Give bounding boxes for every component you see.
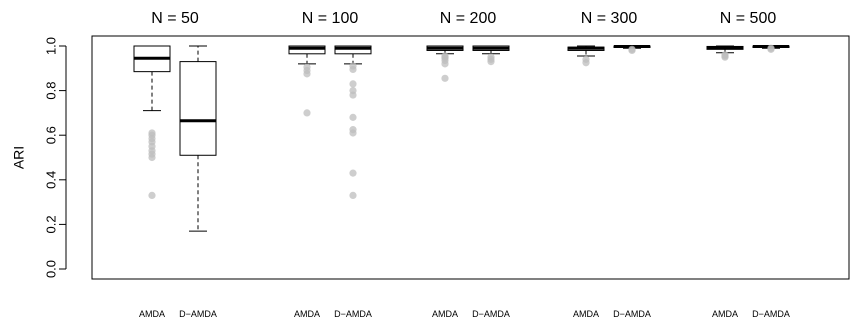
- outlier-point: [349, 91, 357, 99]
- category-label: AMDA: [294, 309, 320, 319]
- category-label: AMDA: [432, 309, 458, 319]
- y-axis-label: ARI: [11, 146, 27, 169]
- panel: N = 50 AMDA D−AMDA: [133, 10, 217, 319]
- category-label: AMDA: [712, 309, 738, 319]
- category-label: D−AMDA: [179, 309, 217, 319]
- outlier-point: [628, 46, 636, 55]
- iqr-box: [334, 45, 372, 55]
- box-group: D−AMDA: [472, 45, 510, 319]
- outlier-point: [441, 74, 449, 82]
- category-label: D−AMDA: [472, 309, 510, 319]
- box-group: AMDA: [706, 45, 744, 319]
- outlier-point: [349, 113, 357, 121]
- category-label: D−AMDA: [334, 309, 372, 319]
- outlier-point: [349, 191, 357, 200]
- plot-frame: [91, 35, 850, 280]
- panel: N = 100 AMDA D−AMDA: [288, 10, 372, 319]
- panel-title: N = 50: [151, 10, 199, 27]
- box-group: AMDA: [567, 45, 605, 319]
- outlier-point: [349, 80, 357, 88]
- box-group: AMDA: [288, 45, 326, 319]
- outlier-point: [487, 58, 495, 66]
- y-tick-label: 0.8: [43, 82, 58, 100]
- category-label: D−AMDA: [752, 309, 790, 319]
- panel: N = 200 AMDA D−AMDA: [426, 10, 510, 319]
- y-axis: 0.0 0.2 0.4 0.6 0.8 1.0: [43, 35, 850, 280]
- category-label: D−AMDA: [613, 309, 651, 319]
- box-group: AMDA: [426, 45, 464, 319]
- panel-title: N = 200: [440, 10, 497, 27]
- y-tick-label: 1.0: [43, 37, 58, 55]
- box-group: D−AMDA: [752, 44, 790, 319]
- outlier-point: [441, 60, 449, 68]
- y-tick-label: 0.4: [43, 171, 58, 189]
- box-group: D−AMDA: [613, 44, 651, 319]
- box-group: AMDA: [133, 45, 171, 319]
- outlier-point: [721, 53, 729, 61]
- box-group: D−AMDA: [179, 45, 217, 319]
- outlier-point: [767, 45, 775, 53]
- outlier-point: [349, 169, 357, 177]
- outlier-point: [349, 129, 357, 137]
- box-group: D−AMDA: [334, 45, 372, 319]
- y-tick-label: 0.6: [43, 126, 58, 144]
- outlier-point: [303, 70, 311, 78]
- outlier-point: [582, 59, 590, 67]
- iqr-box: [179, 61, 217, 156]
- y-tick-label: 0.0: [43, 260, 58, 278]
- outlier-point: [349, 65, 357, 74]
- panel: N = 300 AMDA D−AMDA: [567, 10, 651, 319]
- iqr-box: [288, 45, 326, 55]
- panel: N = 500 AMDA D−AMDA: [706, 10, 790, 319]
- y-tick-label: 0.2: [43, 215, 58, 233]
- outlier-point: [303, 109, 311, 117]
- panel-title: N = 300: [581, 10, 638, 27]
- outlier-point: [148, 153, 156, 162]
- panel-title: N = 100: [302, 10, 359, 27]
- panel-title: N = 500: [720, 10, 777, 27]
- outlier-point: [148, 191, 156, 200]
- category-label: AMDA: [139, 309, 165, 319]
- category-label: AMDA: [573, 309, 599, 319]
